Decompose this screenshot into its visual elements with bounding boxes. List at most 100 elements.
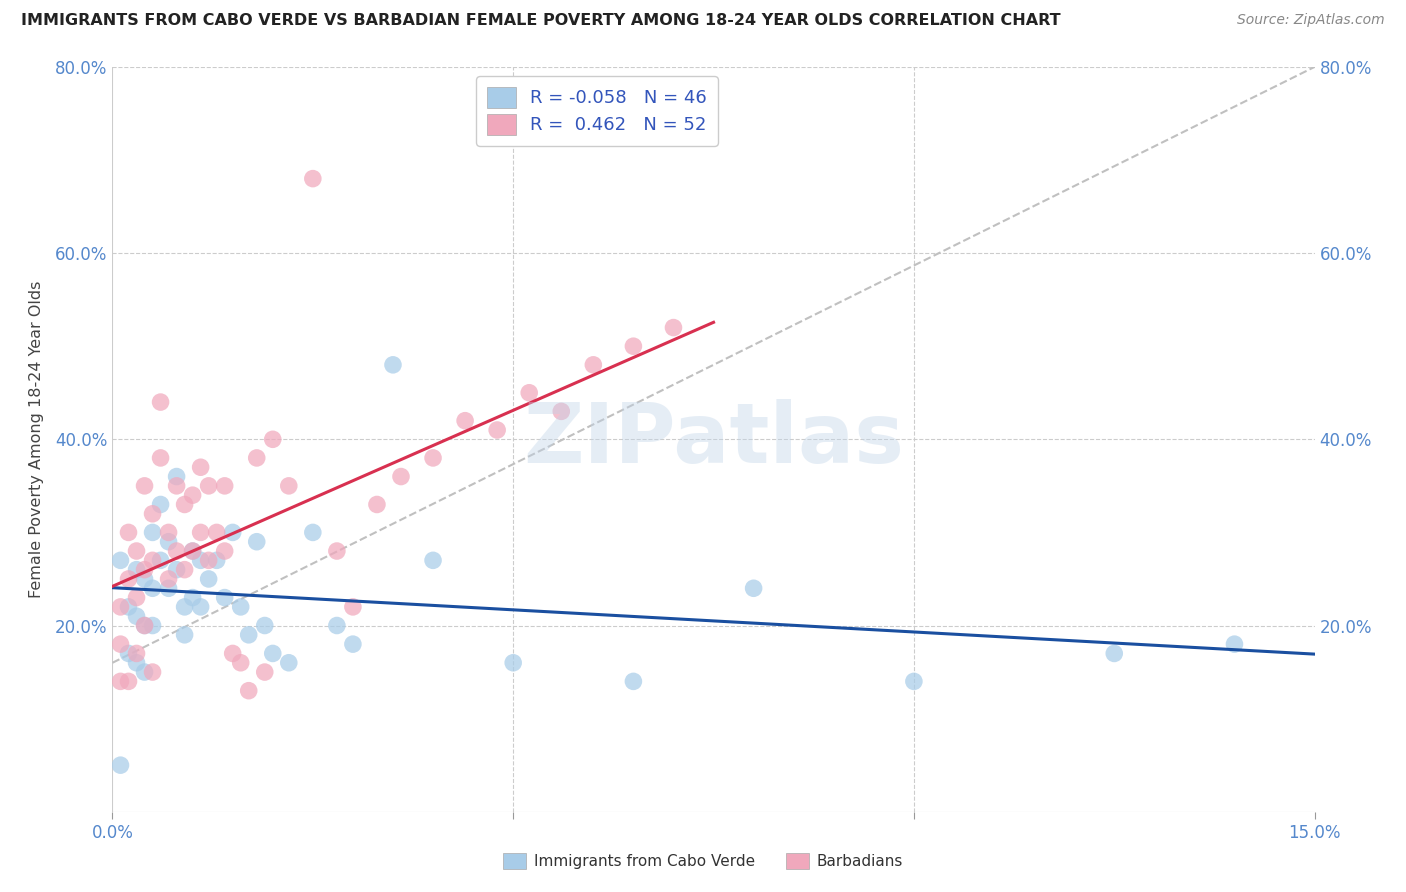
Point bbox=[134, 479, 156, 493]
Point bbox=[342, 599, 364, 614]
Point bbox=[246, 450, 269, 465]
Point bbox=[389, 469, 412, 483]
Point bbox=[173, 628, 195, 642]
Point bbox=[190, 599, 212, 614]
Point bbox=[621, 674, 644, 689]
Point bbox=[214, 544, 236, 558]
Point bbox=[621, 339, 644, 353]
Point bbox=[197, 553, 219, 567]
Point bbox=[181, 544, 204, 558]
Point bbox=[141, 553, 163, 567]
Point bbox=[110, 637, 132, 651]
Point bbox=[166, 563, 188, 577]
Point bbox=[117, 525, 139, 540]
Point bbox=[422, 450, 444, 465]
Point bbox=[366, 498, 388, 512]
Point bbox=[110, 674, 132, 689]
Point bbox=[141, 665, 163, 679]
Point bbox=[173, 563, 195, 577]
Point bbox=[149, 450, 172, 465]
Point bbox=[117, 647, 139, 661]
Point bbox=[662, 320, 685, 334]
Point bbox=[262, 647, 284, 661]
Point bbox=[157, 534, 180, 549]
Point bbox=[166, 544, 188, 558]
Point bbox=[141, 582, 163, 596]
Point bbox=[190, 460, 212, 475]
Point bbox=[110, 553, 132, 567]
Point bbox=[205, 553, 228, 567]
Point bbox=[214, 479, 236, 493]
Point bbox=[238, 628, 260, 642]
Legend: Immigrants from Cabo Verde, Barbadians: Immigrants from Cabo Verde, Barbadians bbox=[498, 847, 908, 875]
Point bbox=[134, 665, 156, 679]
Point bbox=[197, 479, 219, 493]
Point bbox=[205, 525, 228, 540]
Point bbox=[117, 572, 139, 586]
Point bbox=[110, 758, 132, 772]
Point bbox=[190, 525, 212, 540]
Point bbox=[181, 544, 204, 558]
Point bbox=[517, 385, 540, 400]
Point bbox=[229, 656, 252, 670]
Point bbox=[550, 404, 572, 418]
Point bbox=[229, 599, 252, 614]
Point bbox=[173, 498, 195, 512]
Point bbox=[141, 525, 163, 540]
Point bbox=[253, 618, 276, 632]
Point bbox=[1102, 647, 1125, 661]
Point bbox=[742, 582, 765, 596]
Point bbox=[117, 674, 139, 689]
Point bbox=[262, 433, 284, 447]
Text: ZIPatlas: ZIPatlas bbox=[523, 399, 904, 480]
Point bbox=[181, 591, 204, 605]
Point bbox=[149, 553, 172, 567]
Text: IMMIGRANTS FROM CABO VERDE VS BARBADIAN FEMALE POVERTY AMONG 18-24 YEAR OLDS COR: IMMIGRANTS FROM CABO VERDE VS BARBADIAN … bbox=[21, 13, 1060, 29]
Point bbox=[157, 525, 180, 540]
Point bbox=[166, 469, 188, 483]
Point bbox=[277, 656, 299, 670]
Point bbox=[253, 665, 276, 679]
Point bbox=[422, 553, 444, 567]
Point bbox=[190, 553, 212, 567]
Point bbox=[454, 414, 477, 428]
Point bbox=[125, 544, 148, 558]
Point bbox=[125, 647, 148, 661]
Point bbox=[134, 618, 156, 632]
Text: Source: ZipAtlas.com: Source: ZipAtlas.com bbox=[1237, 13, 1385, 28]
Point bbox=[173, 599, 195, 614]
Point bbox=[125, 609, 148, 624]
Point bbox=[141, 618, 163, 632]
Point bbox=[117, 599, 139, 614]
Point bbox=[166, 479, 188, 493]
Point bbox=[125, 591, 148, 605]
Point bbox=[125, 563, 148, 577]
Point bbox=[197, 572, 219, 586]
Point bbox=[502, 656, 524, 670]
Point bbox=[582, 358, 605, 372]
Point bbox=[302, 525, 325, 540]
Point bbox=[181, 488, 204, 502]
Point bbox=[134, 563, 156, 577]
Point bbox=[222, 647, 245, 661]
Point bbox=[157, 582, 180, 596]
Point bbox=[326, 618, 349, 632]
Point bbox=[149, 498, 172, 512]
Point bbox=[134, 618, 156, 632]
Point bbox=[342, 637, 364, 651]
Point bbox=[302, 171, 325, 186]
Point bbox=[157, 572, 180, 586]
Point bbox=[903, 674, 925, 689]
Point bbox=[277, 479, 299, 493]
Point bbox=[149, 395, 172, 409]
Point bbox=[222, 525, 245, 540]
Point bbox=[486, 423, 509, 437]
Y-axis label: Female Poverty Among 18-24 Year Olds: Female Poverty Among 18-24 Year Olds bbox=[30, 281, 44, 598]
Point bbox=[134, 572, 156, 586]
Point bbox=[214, 591, 236, 605]
Point bbox=[326, 544, 349, 558]
Point bbox=[110, 599, 132, 614]
Legend: R = -0.058   N = 46, R =  0.462   N = 52: R = -0.058 N = 46, R = 0.462 N = 52 bbox=[477, 76, 718, 145]
Point bbox=[238, 683, 260, 698]
Point bbox=[125, 656, 148, 670]
